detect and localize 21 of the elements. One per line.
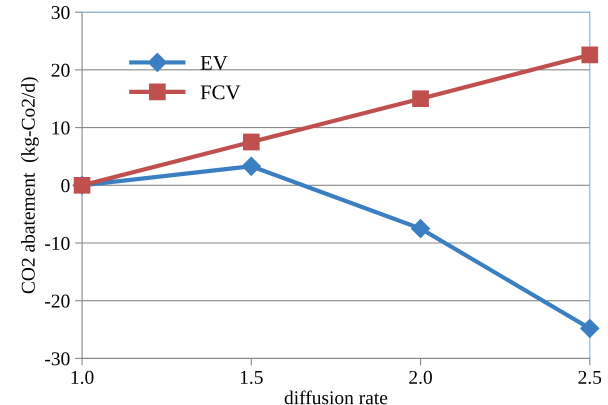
y-tick-label: -30 (45, 352, 70, 366)
y-tick-label: 0 (61, 179, 70, 192)
point (411, 219, 430, 238)
x-tick-label: 1.5 (240, 370, 263, 384)
x-tick-label: 2.5 (578, 370, 602, 384)
y-tick-label: -20 (45, 294, 70, 308)
y-tick-label: 30 (52, 6, 70, 20)
point (242, 156, 261, 176)
y-tick-label: 20 (52, 64, 70, 77)
x-tick-label: 1.0 (72, 370, 94, 384)
point (581, 46, 598, 64)
y-axis-title: CO2 abatement (kg-Co2/d) (21, 77, 39, 294)
point (412, 90, 429, 108)
x-axis-title: diffusion rate (284, 390, 388, 404)
legend-label: FCV (200, 85, 240, 100)
point (580, 318, 600, 338)
point (242, 134, 260, 150)
x-tick-label: 2.0 (409, 370, 432, 384)
y-tick-label: 10 (52, 121, 70, 135)
legend-label: EV (200, 56, 228, 70)
y-tick-label: -10 (45, 236, 70, 250)
